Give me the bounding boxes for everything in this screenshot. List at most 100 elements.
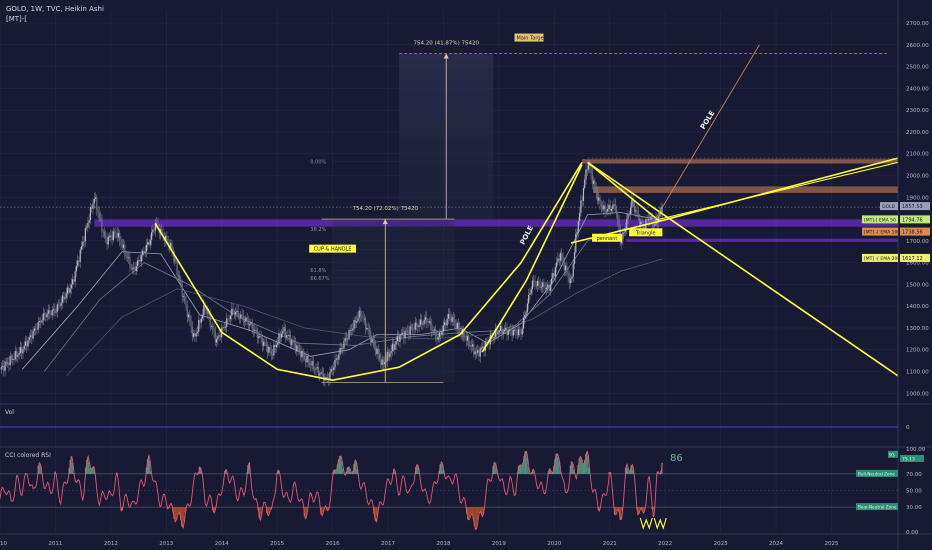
x-tick-label[interactable]: 2023 xyxy=(714,541,728,547)
series-value[interactable]: 1738.56 xyxy=(902,230,923,236)
candle-body xyxy=(1,365,4,368)
x-tick-label[interactable]: 2016 xyxy=(326,541,340,547)
rsi-tick-label[interactable]: 0.00 xyxy=(906,530,919,536)
candle-body xyxy=(433,329,435,331)
candle-body xyxy=(149,239,151,245)
rsi-fill-above xyxy=(527,467,529,474)
candle-body xyxy=(177,274,179,277)
y-tick-label[interactable]: 2300.00 xyxy=(906,108,929,114)
rsi-fill-above xyxy=(548,468,550,474)
rsi-fill-below xyxy=(643,507,645,511)
candle-body xyxy=(73,279,75,282)
rsi-tick-label[interactable]: 100.00 xyxy=(906,447,926,453)
candle-body xyxy=(582,188,585,201)
candle-body xyxy=(539,284,541,288)
candle-body xyxy=(293,342,295,343)
rsi-fill-below xyxy=(322,507,324,512)
candle-body xyxy=(116,233,118,238)
x-tick-label[interactable]: 2012 xyxy=(104,541,118,547)
y-tick-label[interactable]: 2500.00 xyxy=(906,65,929,71)
candle-body xyxy=(608,204,610,209)
rsi-tick-label[interactable]: 50.00 xyxy=(906,489,922,495)
candle-body xyxy=(384,362,386,365)
y-tick-label[interactable]: 1700.00 xyxy=(906,239,929,245)
axis-layer[interactable]: 1000.00 1100.00 1200.00 1300.00 1400.00 1500.… xyxy=(0,21,930,547)
x-tick-label[interactable]: 2011 xyxy=(48,541,62,547)
candle-body xyxy=(122,244,125,248)
y-tick-label[interactable]: 2700.00 xyxy=(906,21,929,27)
candle-body xyxy=(215,339,218,343)
candle-body xyxy=(0,367,2,370)
y-tick-label[interactable]: 2200.00 xyxy=(906,130,929,136)
y-tick-label[interactable]: 2400.00 xyxy=(906,86,929,92)
series-label-name[interactable]: [MT] -[ EMA 200 xyxy=(864,256,900,262)
rsi-fill-below xyxy=(598,507,600,511)
candle-body xyxy=(385,361,387,363)
candle-body xyxy=(525,312,527,316)
measure-label-upper: 754.20 (41.87%) 75420 xyxy=(413,41,479,47)
price-value[interactable]: 1857.53 xyxy=(902,204,923,210)
candle-body xyxy=(289,334,292,345)
rsi-fill-below xyxy=(474,507,476,530)
x-tick-label[interactable]: 2019 xyxy=(492,541,506,547)
candle-body xyxy=(196,331,199,334)
candle-body xyxy=(120,240,122,245)
x-tick-label[interactable]: 2022 xyxy=(658,541,672,547)
rsi-fill-above xyxy=(657,473,660,474)
vol-tick-label[interactable]: 0 xyxy=(906,425,910,431)
y-tick-label[interactable]: 2000.00 xyxy=(906,174,929,180)
candle-body xyxy=(568,277,571,284)
x-tick-label[interactable]: 2020 xyxy=(547,541,561,547)
y-tick-label[interactable]: 1400.00 xyxy=(906,304,929,310)
rsi-fill-above xyxy=(526,458,528,474)
series-label-name[interactable]: [MT]-[ EMA 50 xyxy=(864,217,896,223)
indicator-tag[interactable]: [MT]-[ xyxy=(6,15,28,23)
y-tick-label[interactable]: 1200.00 xyxy=(906,348,929,354)
y-tick-label[interactable]: 1000.00 xyxy=(906,391,929,397)
candle-body xyxy=(400,333,402,336)
candle-body xyxy=(363,318,365,320)
x-tick-label[interactable]: 2015 xyxy=(270,541,284,547)
candle-body xyxy=(68,287,70,293)
candle-body xyxy=(331,368,334,370)
rsi-level-label: Bear-Neutral Zone xyxy=(858,505,897,510)
series-value[interactable]: 1794.76 xyxy=(902,217,923,223)
series-label-name[interactable]: [MT] -[ EMA 100 xyxy=(864,230,900,236)
y-tick-label[interactable]: 2600.00 xyxy=(906,43,929,49)
candle-body xyxy=(229,315,232,320)
x-tick-label[interactable]: 2010 xyxy=(0,541,7,547)
price-label-name[interactable]: GOLD xyxy=(882,204,896,210)
series-value-bg xyxy=(900,253,930,262)
rsi-fill-below xyxy=(470,507,472,515)
candle-body xyxy=(329,371,331,381)
candle-body xyxy=(212,326,214,329)
candle-body xyxy=(302,350,304,357)
candle-body xyxy=(651,216,653,225)
y-tick-label[interactable]: 1300.00 xyxy=(906,326,929,332)
x-tick-label[interactable]: 2025 xyxy=(824,541,838,547)
x-tick-label[interactable]: 2013 xyxy=(159,541,173,547)
candle-body xyxy=(140,255,142,262)
series-value[interactable]: 1617.12 xyxy=(902,256,923,262)
y-tick-label[interactable]: 1100.00 xyxy=(906,370,929,376)
x-tick-label[interactable]: 2018 xyxy=(436,541,450,547)
rsi-fill-below xyxy=(468,507,470,520)
y-tick-label[interactable]: 1600.00 xyxy=(906,261,929,267)
candle-body xyxy=(614,204,616,210)
x-tick-label[interactable]: 2014 xyxy=(215,541,229,547)
candle-body xyxy=(380,358,382,365)
y-tick-label[interactable]: 1900.00 xyxy=(906,195,929,201)
candle-body xyxy=(561,253,563,259)
x-tick-label[interactable]: 2024 xyxy=(769,541,783,547)
rsi-fill-below xyxy=(268,507,270,514)
rsi-fill-above xyxy=(40,472,42,474)
y-tick-label[interactable]: 1500.00 xyxy=(906,282,929,288)
x-tick-label[interactable]: 2017 xyxy=(381,541,395,547)
y-tick-label[interactable]: 2100.00 xyxy=(906,152,929,158)
rsi-tick-label[interactable]: 30.00 xyxy=(906,505,922,511)
candle-body xyxy=(17,354,19,357)
rsi-tick-label[interactable]: 70.00 xyxy=(906,472,922,478)
candle-body xyxy=(473,344,475,355)
x-tick-label[interactable]: 2021 xyxy=(603,541,617,547)
trend-triangle-upper xyxy=(587,161,661,222)
